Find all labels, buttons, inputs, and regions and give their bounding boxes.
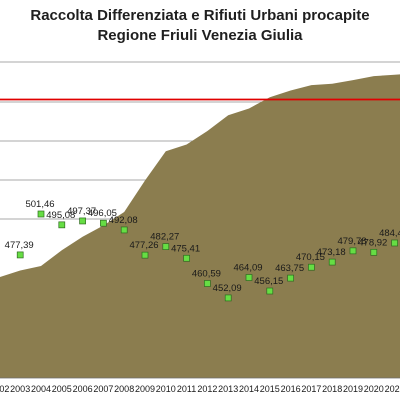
x-tick-2014: 2014 — [239, 384, 259, 394]
chart-title-line-1: Raccolta Differenziata e Rifiuti Urbani … — [30, 7, 370, 24]
data-label-2010: 482,27 — [150, 232, 179, 243]
data-label-2020: 478,92 — [358, 237, 387, 248]
marker-2020 — [370, 248, 378, 256]
x-tick-2012: 2012 — [197, 384, 217, 394]
x-tick-2005: 2005 — [52, 384, 72, 394]
marker-series — [16, 210, 398, 302]
data-label-2016: 463,75 — [275, 263, 304, 274]
area-series — [0, 74, 400, 378]
marker-2004 — [37, 210, 45, 218]
marker-2011 — [183, 254, 190, 262]
x-tick-2003: 2003 — [10, 384, 30, 394]
x-tick-2019: 2019 — [343, 384, 363, 394]
data-label-2021: 484,40 — [379, 228, 400, 239]
data-label-2009: 477,26 — [129, 240, 158, 251]
marker-2021 — [391, 239, 398, 247]
marker-2008 — [120, 226, 128, 234]
data-label-2011: 475,41 — [171, 243, 200, 254]
data-label-2003: 477,39 — [5, 240, 34, 251]
x-tick-2015: 2015 — [260, 384, 280, 394]
marker-2018 — [328, 258, 336, 266]
marker-2013 — [224, 294, 232, 302]
marker-2016 — [287, 274, 294, 282]
x-tick-2018: 2018 — [322, 384, 342, 394]
x-tick-2004: 2004 — [31, 384, 51, 394]
x-tick-2010: 2010 — [156, 384, 176, 394]
marker-2010 — [162, 243, 170, 250]
x-tick-2013: 2013 — [218, 384, 238, 394]
data-label-2014: 464,09 — [233, 263, 262, 274]
marker-2007 — [100, 219, 107, 227]
data-label-2012: 460,59 — [192, 268, 221, 279]
marker-2005 — [58, 221, 66, 229]
x-tick-2020: 2020 — [364, 384, 384, 394]
chart-title-line-2: Regione Friuli Venezia Giulia — [97, 27, 303, 44]
chart-title: Raccolta Differenziata e Rifiuti Urbani … — [0, 6, 400, 46]
data-label-2013: 452,09 — [213, 283, 242, 294]
marker-2003 — [16, 251, 24, 259]
x-tick-2007: 2007 — [93, 384, 113, 394]
data-label-2005: 495,08 — [46, 210, 75, 221]
data-label-2008: 492,08 — [109, 215, 138, 226]
data-label-2004: 501,46 — [25, 199, 54, 210]
x-tick-2011: 2011 — [177, 384, 196, 394]
x-tick-2008: 2008 — [114, 384, 134, 394]
data-label-2017: 470,15 — [296, 252, 325, 263]
marker-2015 — [266, 287, 274, 295]
data-label-2015: 456,15 — [254, 276, 283, 287]
x-tick-2006: 2006 — [73, 384, 93, 394]
marker-2009 — [141, 251, 149, 259]
data-label-2018: 473,18 — [317, 247, 346, 258]
area-fill — [0, 74, 400, 378]
x-tick-2016: 2016 — [281, 384, 301, 394]
x-axis: 2002200320042005200620072008200920102011… — [0, 377, 400, 394]
x-tick-2002: 2002 — [0, 384, 9, 394]
marker-2017 — [308, 263, 315, 271]
marker-2014 — [245, 274, 253, 281]
data-label-2007: 496,05 — [88, 208, 117, 219]
x-tick-2021: 2021 — [385, 384, 400, 394]
marker-2019 — [349, 247, 357, 255]
data-label-2019: 479,78 — [337, 236, 366, 247]
marker-2006 — [79, 217, 86, 225]
marker-2012 — [204, 280, 211, 287]
data-label-2006: 497,37 — [67, 206, 96, 217]
x-tick-2009: 2009 — [135, 384, 155, 394]
x-tick-2017: 2017 — [301, 384, 321, 394]
